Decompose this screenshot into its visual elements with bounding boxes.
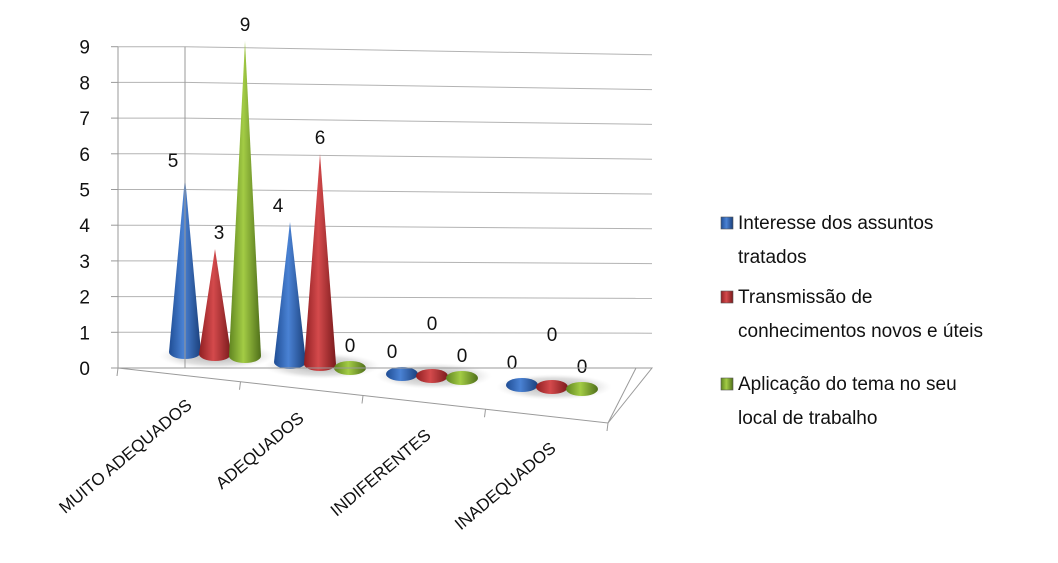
cone-base-zero (386, 367, 418, 381)
legend-item: Interesse dos assuntos tratados (720, 213, 933, 268)
x-tick-mark (484, 409, 486, 418)
data-label: 0 (507, 353, 518, 374)
legend-item: Aplicação do tema no seu local de trabalh… (720, 374, 957, 429)
x-category-label: INDIFERENTES (327, 426, 435, 521)
cone (274, 222, 306, 369)
back-gridline (184, 81, 653, 91)
y-tick-label: 8 (79, 73, 90, 94)
axes: 0 1 2 3 4 5 6 7 8 9 MUITO ADEQUADOS ADEQUADOS INDIFE… (56, 38, 654, 534)
x-category-label: MUITO ADEQUADOS (56, 396, 196, 518)
cone (304, 154, 336, 371)
data-label: 0 (345, 336, 356, 357)
cone-base-zero (416, 369, 448, 383)
legend-label: tratados (738, 247, 807, 268)
back-gridline (184, 260, 653, 265)
y-tick-label: 5 (79, 181, 90, 202)
legend-label: Interesse dos assuntos (738, 213, 933, 234)
y-tick-label: 7 (79, 109, 90, 130)
back-gridline (184, 296, 653, 299)
back-gridline (184, 117, 653, 125)
data-label: 0 (457, 346, 468, 367)
legend-item: Transmissão de conhecimentos novos e útei… (720, 287, 983, 342)
data-label: 0 (387, 342, 398, 363)
x-category-label: ADEQUADOS (212, 409, 307, 493)
cones (169, 41, 598, 396)
y-tick-label: 2 (79, 288, 90, 309)
grid (118, 46, 653, 369)
cone (229, 41, 261, 363)
cone-base-zero (446, 371, 478, 385)
legend-swatch (720, 290, 734, 304)
data-label: 0 (427, 314, 438, 335)
data-label: 4 (273, 196, 284, 217)
legend-label: local de trabalho (738, 408, 877, 429)
y-tick-label: 0 (79, 359, 90, 380)
cone-base-zero (536, 380, 568, 394)
legend-label: Aplicação do tema no seu (738, 374, 957, 395)
data-label: 6 (315, 128, 326, 149)
legend-swatch (720, 216, 734, 230)
back-gridline (184, 224, 653, 230)
cone-base-zero (506, 378, 538, 392)
x-tick-mark (239, 381, 241, 390)
data-label: 3 (214, 223, 225, 244)
data-label: 5 (168, 151, 179, 172)
back-gridline (184, 46, 653, 56)
y-tick-label: 1 (79, 323, 90, 344)
x-category-label: INADEQUADOS (451, 439, 559, 534)
back-gridline (184, 153, 653, 160)
back-gridline (184, 189, 653, 195)
legend-label: Transmissão de (738, 287, 872, 308)
x-tick-mark (606, 422, 609, 432)
legend-swatch (720, 377, 734, 391)
cone-base-zero (566, 382, 598, 396)
x-tick-mark (116, 367, 119, 377)
y-tick-label: 6 (79, 145, 90, 166)
back-gridline (184, 331, 653, 334)
y-tick-label: 4 (79, 216, 90, 237)
y-tick-label: 3 (79, 252, 90, 273)
legend-label: conhecimentos novos e úteis (738, 321, 983, 342)
floor-right-edge (607, 367, 637, 424)
data-label: 9 (240, 15, 251, 36)
x-tick-mark (361, 395, 364, 404)
data-label: 0 (547, 325, 558, 346)
legend: Interesse dos assuntos tratados Transmissã… (720, 213, 983, 429)
y-tick-label: 9 (79, 38, 90, 59)
cone (199, 249, 231, 361)
